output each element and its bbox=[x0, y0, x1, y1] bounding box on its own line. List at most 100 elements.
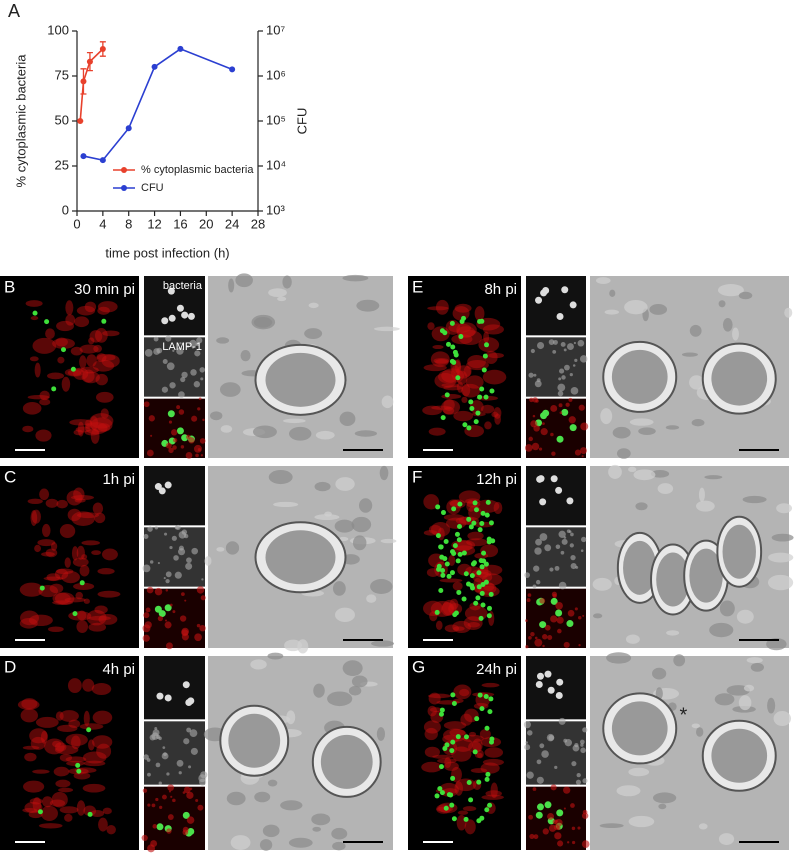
lamp-signal bbox=[94, 605, 108, 614]
inset-spot bbox=[550, 475, 558, 483]
lamp-signal bbox=[89, 413, 114, 429]
lamp-signal bbox=[466, 360, 489, 371]
inset-spot bbox=[176, 304, 184, 312]
bacterium bbox=[486, 539, 492, 545]
bacterium bbox=[472, 500, 478, 506]
em-organelle bbox=[335, 477, 355, 491]
inset-spot bbox=[167, 287, 175, 295]
inset-texture bbox=[560, 550, 565, 555]
inset-texture bbox=[166, 828, 172, 834]
inset-texture bbox=[534, 380, 542, 388]
inset-texture bbox=[532, 414, 536, 418]
lamp-signal bbox=[482, 758, 504, 766]
lamp-signal bbox=[76, 620, 89, 634]
inset-spot bbox=[556, 313, 564, 321]
inset-texture bbox=[157, 615, 163, 622]
lamp-signal bbox=[92, 735, 113, 749]
lamp-signal bbox=[476, 749, 484, 759]
inset-texture bbox=[200, 377, 204, 381]
bacterium bbox=[485, 499, 491, 505]
inset-texture bbox=[194, 350, 201, 357]
fluorescence-image bbox=[0, 466, 139, 648]
y2-tick-label: 10⁴ bbox=[266, 157, 286, 172]
y2-tick-label: 10⁵ bbox=[266, 112, 286, 127]
bacterium bbox=[440, 415, 446, 421]
inset-spot bbox=[561, 286, 569, 294]
inset-texture bbox=[528, 814, 534, 820]
inset-texture bbox=[547, 634, 553, 640]
inset-texture bbox=[550, 432, 554, 437]
em-organelle bbox=[339, 411, 356, 427]
lamp-signal bbox=[82, 751, 107, 764]
em-organelle bbox=[592, 577, 612, 591]
bacterium bbox=[87, 811, 93, 817]
bacterium bbox=[443, 805, 449, 811]
inset-spot bbox=[187, 312, 195, 320]
inset-texture bbox=[159, 805, 163, 809]
inset-texture bbox=[552, 593, 557, 599]
lamp-signal bbox=[52, 600, 73, 605]
y-tick-label: 75 bbox=[55, 67, 69, 82]
inset-texture bbox=[528, 436, 534, 442]
lamp-signal bbox=[53, 766, 70, 777]
time-label: 1h pi bbox=[102, 471, 135, 488]
series-line bbox=[79, 48, 104, 122]
bacterium bbox=[485, 771, 491, 777]
inset-texture bbox=[567, 609, 575, 617]
inset-spot bbox=[555, 486, 563, 494]
em-bacterium bbox=[711, 728, 768, 783]
bacterium bbox=[463, 816, 469, 822]
lamp-signal bbox=[89, 330, 103, 343]
lamp-signal bbox=[64, 813, 73, 822]
em-organelle bbox=[698, 487, 705, 502]
inset-texture bbox=[186, 727, 192, 733]
lamp-signal bbox=[472, 738, 483, 753]
inset-texture bbox=[202, 418, 205, 422]
inset-texture bbox=[176, 405, 181, 410]
bacterium bbox=[484, 512, 490, 518]
em-organelle bbox=[356, 299, 380, 312]
inset-texture bbox=[563, 807, 566, 810]
inset-texture bbox=[536, 776, 544, 784]
lamp-signal bbox=[52, 338, 75, 349]
inset-texture bbox=[152, 824, 158, 829]
x-tick-label: 12 bbox=[147, 216, 161, 231]
bacterium bbox=[482, 353, 488, 359]
em-organelle bbox=[314, 481, 331, 492]
lamp-signal bbox=[482, 324, 504, 335]
inset-texture bbox=[196, 337, 203, 344]
inset-label: LAMP-1 bbox=[162, 341, 202, 353]
em-organelle bbox=[738, 695, 752, 711]
lamp-signal bbox=[443, 761, 459, 772]
bacterium bbox=[438, 711, 444, 717]
lamp-signal bbox=[22, 425, 34, 433]
lamp-signal bbox=[28, 614, 53, 627]
inset-spot bbox=[168, 314, 176, 322]
inset-texture bbox=[535, 538, 542, 546]
em-organelle bbox=[633, 469, 656, 481]
inset-texture bbox=[172, 438, 178, 443]
em-organelle bbox=[289, 426, 312, 441]
bacterium bbox=[484, 807, 490, 813]
bacterium bbox=[487, 709, 493, 715]
data-point bbox=[80, 153, 87, 160]
inset-texture bbox=[525, 741, 528, 744]
inset-texture bbox=[581, 840, 590, 848]
lamp-signal bbox=[93, 344, 102, 353]
bacterium bbox=[468, 797, 474, 803]
em-organelle bbox=[593, 613, 603, 619]
inset-spot bbox=[561, 408, 569, 416]
inset-texture bbox=[526, 771, 534, 779]
inset-texture bbox=[528, 635, 532, 640]
lamp-signal bbox=[92, 502, 104, 515]
inset-texture bbox=[558, 581, 567, 590]
bacterium bbox=[457, 501, 463, 507]
bacterium bbox=[439, 707, 445, 713]
lamp-signal bbox=[422, 405, 443, 416]
inset-texture bbox=[195, 453, 199, 458]
lamp-signal bbox=[76, 800, 86, 816]
bacterium bbox=[477, 527, 483, 533]
em-organelle bbox=[267, 652, 284, 660]
lamp-signal bbox=[55, 337, 68, 347]
